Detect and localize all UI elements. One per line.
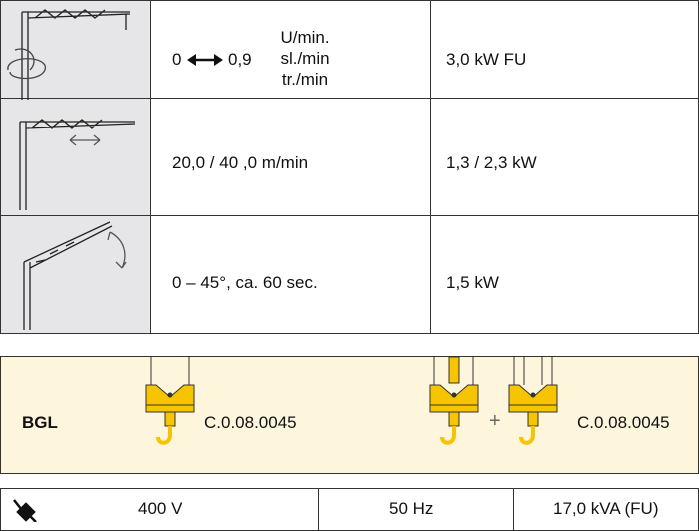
page: {"motions":{"rows":[ {"speed_from":"0","… xyxy=(0,0,699,531)
hook-double-b xyxy=(509,357,557,443)
crane-icons xyxy=(0,0,151,334)
motion-table: 0 0,9 U/min. sl./min tr./min 3,0 kW FU 2… xyxy=(0,0,699,334)
hook-double-a xyxy=(430,357,478,443)
power: 1,3 / 2,3 kW xyxy=(446,153,537,173)
units: U/min. sl./min tr./min xyxy=(250,27,360,90)
luffing-icon xyxy=(24,222,126,330)
speed-to: 0,9 xyxy=(228,50,252,70)
speed-from: 0 xyxy=(172,50,181,70)
hook-label: BGL xyxy=(22,413,58,433)
unit: U/min. xyxy=(250,27,360,48)
unit: tr./min xyxy=(250,69,360,90)
plus: + xyxy=(489,411,501,431)
speed: 20,0 / 40 ,0 m/min xyxy=(172,153,308,173)
trolley-icon xyxy=(20,120,135,210)
rating: 17,0 kVA (FU) xyxy=(553,499,659,519)
power: 1,5 kW xyxy=(446,273,499,293)
power: 3,0 kW FU xyxy=(446,50,526,70)
voltage: 400 V xyxy=(138,499,182,519)
frequency: 50 Hz xyxy=(389,499,433,519)
speed: 0 – 45°, ca. 60 sec. xyxy=(172,273,318,293)
slewing-icon xyxy=(8,10,130,100)
plug-icon xyxy=(12,498,38,522)
hook-box: BGL C.0.08.0045 + C.0.08.0045 xyxy=(0,356,699,474)
arrow xyxy=(187,53,223,67)
hook-single xyxy=(146,357,194,443)
power-table: 400 V 50 Hz 17,0 kVA (FU) xyxy=(0,488,699,531)
hook-code: C.0.08.0045 xyxy=(577,413,670,433)
hook-code: C.0.08.0045 xyxy=(204,413,297,433)
unit: sl./min xyxy=(250,48,360,69)
